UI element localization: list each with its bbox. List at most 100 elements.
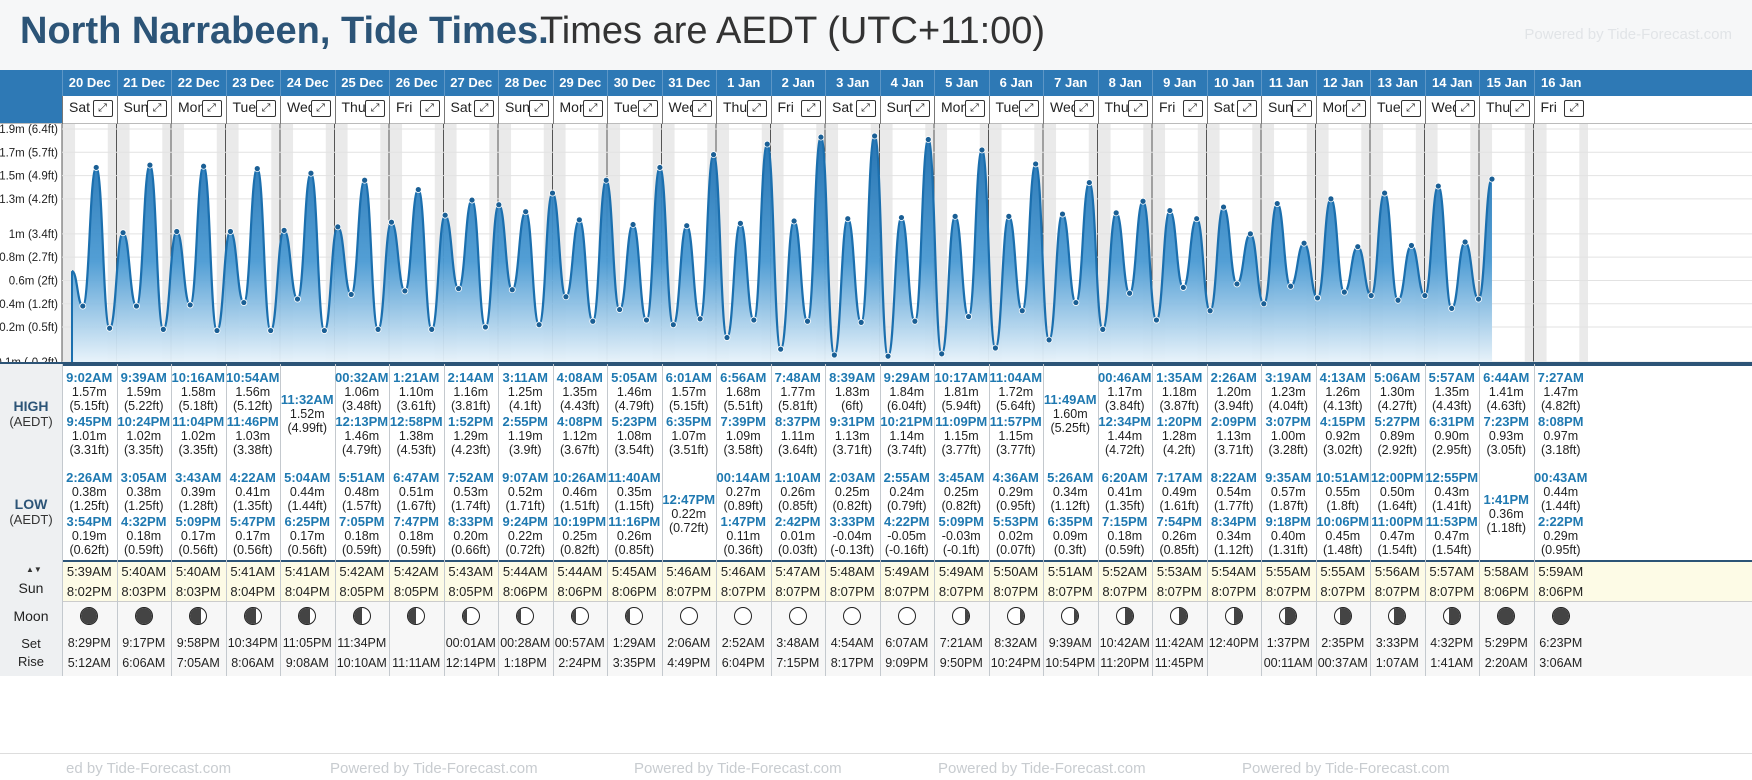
low-tide-time: 10:19PM — [553, 514, 607, 529]
expand-icon[interactable]: ⤢ — [1400, 100, 1421, 117]
sunset-time: 8:06PM — [611, 584, 657, 599]
low-tide-height-ft: (0.03ft) — [777, 543, 818, 557]
expand-icon[interactable]: ⤢ — [1182, 100, 1203, 117]
low-tide: 7:05PM 0.18m (0.59ft) — [335, 514, 390, 557]
low-tide-height-ft: (0.56ft) — [178, 543, 219, 557]
high-tide-height-ft: (4.43ft) — [559, 399, 600, 413]
high-tide: 4:08PM 1.12m (3.67ft) — [553, 414, 608, 457]
expand-icon[interactable]: ⤢ — [964, 100, 985, 117]
high-tide-point — [951, 212, 959, 220]
expand-icon[interactable]: ⤢ — [474, 100, 494, 117]
high-tide-height-ft: (3.71ft) — [832, 443, 873, 457]
expand-icon[interactable]: ⤢ — [528, 100, 549, 117]
low-tide-point — [508, 286, 516, 294]
low-tide-height-ft: (0.95ft) — [1540, 543, 1581, 557]
moon-phase-icon — [570, 607, 589, 625]
date-header: 6 Jan — [988, 70, 1044, 96]
moonset-time: 12:40PM — [1208, 636, 1259, 650]
low-tide-point — [267, 327, 275, 334]
column-separator — [280, 364, 281, 676]
expand-icon[interactable]: ⤢ — [583, 100, 603, 117]
low-tide-height-ft: (1.15ft) — [614, 499, 655, 513]
expand-icon[interactable]: ⤢ — [1455, 100, 1475, 117]
low-tide-time: 5:51AM — [338, 470, 385, 485]
moonset-time: 1:29AM — [612, 636, 656, 650]
moonset-time: 8:32AM — [994, 636, 1038, 650]
moon-phase-icon — [80, 607, 99, 625]
expand-icon[interactable]: ⤢ — [147, 100, 167, 117]
high-tide-time: 6:31PM — [1428, 414, 1475, 429]
low-tide-time: 5:26AM — [1047, 470, 1094, 485]
low-tide-point — [133, 302, 140, 310]
high-tide-time: 9:31PM — [829, 414, 876, 429]
moonrise-time: 10:24PM — [990, 656, 1041, 670]
high-tide-height-m: 1.01m — [71, 429, 107, 443]
low-tide: 11:16PM 0.26m (0.85ft) — [607, 514, 662, 557]
low-tide-time: 4:32PM — [120, 514, 167, 529]
low-tide-time: 3:45AM — [938, 470, 985, 485]
high-tide-time: 7:39PM — [720, 414, 767, 429]
column-separator — [934, 364, 935, 676]
expand-icon[interactable]: ⤢ — [310, 100, 331, 117]
high-tide-point — [468, 196, 476, 204]
moon-phase-icon — [788, 607, 807, 625]
high-tide-height-ft: (2.95ft) — [1431, 443, 1472, 457]
high-tide-height-ft: (4.04ft) — [1268, 399, 1309, 413]
low-label: LOW — [14, 496, 48, 512]
expand-icon[interactable]: ⤢ — [419, 100, 440, 117]
expand-icon[interactable]: ⤢ — [1019, 100, 1039, 117]
expand-icon[interactable]: ⤢ — [1509, 100, 1530, 117]
high-tide-height-m: 1.81m — [943, 385, 979, 399]
date-header: 7 Jan — [1043, 70, 1098, 96]
expand-icon[interactable]: ⤢ — [1073, 100, 1094, 117]
high-tide-time: 5:57AM — [1428, 370, 1475, 385]
expand-icon[interactable]: ⤢ — [256, 100, 276, 117]
expand-icon[interactable]: ⤢ — [746, 100, 767, 117]
sunset-time: 8:07PM — [775, 584, 821, 599]
low-tide-point — [294, 295, 301, 303]
expand-icon[interactable]: ⤢ — [1346, 100, 1366, 117]
high-tide-height-ft: (3.71ft) — [1213, 443, 1254, 457]
expand-icon[interactable]: ⤢ — [1128, 100, 1148, 117]
low-tide-height-m: 0.17m — [235, 529, 271, 543]
high-tide-height-m: 1.00m — [1270, 429, 1306, 443]
expand-icon[interactable]: ⤢ — [855, 100, 876, 117]
expand-icon[interactable]: ⤢ — [801, 100, 821, 117]
high-tide-time: 7:27AM — [1537, 370, 1584, 385]
high-tide-height-m: 0.92m — [1325, 429, 1361, 443]
low-tide: 5:53PM 0.02m (0.07ft) — [989, 514, 1044, 557]
expand-icon[interactable]: ⤢ — [201, 100, 222, 117]
expand-icon[interactable]: ⤢ — [1237, 100, 1257, 117]
moonrise-time: 8:06AM — [231, 656, 275, 670]
low-tide-time: 1:10AM — [774, 470, 821, 485]
high-tide-point — [656, 164, 664, 171]
night-shade-evening — [434, 124, 444, 364]
low-tide-height-m: 0.09m — [1052, 529, 1088, 543]
expand-icon[interactable]: ⤢ — [1291, 100, 1312, 117]
high-tide: 1:21AM 1.10m (3.61ft) — [389, 370, 444, 413]
night-shade-evening — [216, 124, 226, 364]
expand-icon[interactable]: ⤢ — [1564, 100, 1584, 117]
moonrise-time: 1:07AM — [1375, 656, 1419, 670]
day-of-week-cell: Tue ⤢ — [988, 96, 1044, 124]
low-tide-height-ft: (0.36ft) — [723, 543, 764, 557]
low-tide-point — [750, 316, 758, 324]
high-tide-height-m: 1.17m — [1107, 385, 1143, 399]
low-tide-point — [186, 301, 194, 309]
low-tide: 4:22AM 0.41m (1.35ft) — [226, 470, 281, 513]
sunset-time: 8:06PM — [557, 584, 603, 599]
high-tide-height-m: 1.57m — [671, 385, 707, 399]
moonrise-time: 12:14PM — [445, 656, 496, 670]
high-tide-height-ft: (4.23ft) — [450, 443, 491, 457]
low-tide-point — [79, 302, 87, 310]
expand-icon[interactable]: ⤢ — [637, 100, 658, 117]
moonset-time: 2:06AM — [667, 636, 711, 650]
low-tide-height-ft: (0.62ft) — [69, 543, 110, 557]
expand-icon[interactable]: ⤢ — [692, 100, 712, 117]
expand-icon[interactable]: ⤢ — [910, 100, 930, 117]
expand-icon[interactable]: ⤢ — [365, 100, 385, 117]
expand-icon[interactable]: ⤢ — [92, 100, 113, 117]
sunset-time: 8:07PM — [993, 584, 1039, 599]
high-tide: 11:46PM 1.03m (3.38ft) — [226, 414, 281, 457]
high-tide-point — [253, 165, 261, 173]
